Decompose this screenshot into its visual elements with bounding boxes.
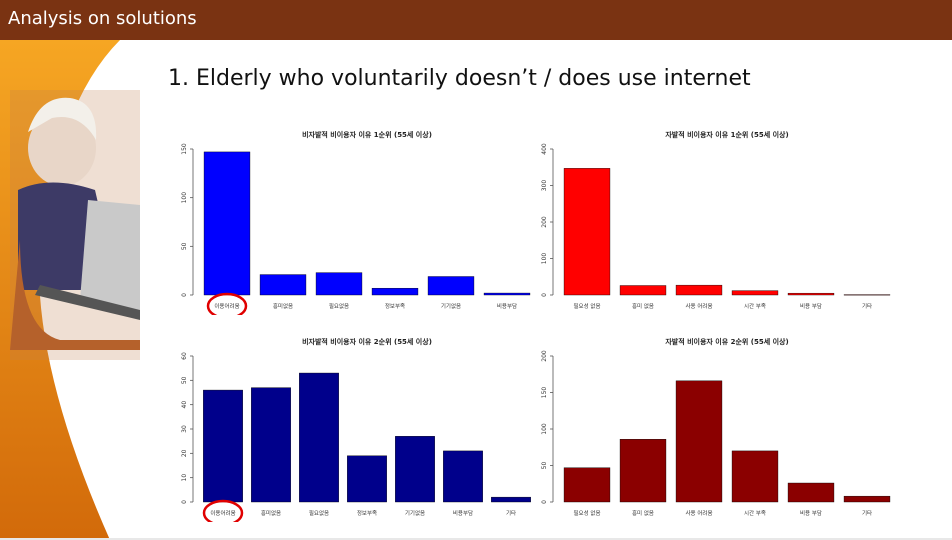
bar-5 [787, 292, 835, 296]
chart-voluntary-reason-2: 자발적 비이용자 이유 2순위 (55세 이상) 0 50 100 150 200 필요성 … [525, 332, 905, 522]
orange-swoosh [0, 40, 120, 540]
chart-voluntary-reason-2-svg: 자발적 비이용자 이유 2순위 (55세 이상) 0 50 100 150 200 필요성 … [541, 337, 891, 517]
bar-4 [347, 455, 387, 503]
x-tick-label: 비용 부담 [800, 509, 822, 517]
laptop-keyboard [35, 285, 140, 320]
x-tick-label: 기타 [506, 509, 516, 517]
bar-5 [395, 436, 435, 503]
chart-title: 자발적 비이용자 이유 2순위 (55세 이상) [665, 337, 788, 346]
y-tick-label: 300 [541, 180, 548, 192]
y-tick-label: 30 [181, 425, 188, 433]
x-tick-label: 필요없음 [329, 302, 349, 310]
bar-4 [731, 290, 779, 296]
head-shape [28, 110, 96, 186]
bar-6 [843, 495, 891, 503]
chart-involuntary-reason-1-svg: 비자발적 비이용자 이유 1순위 (55세 이상) 0 50 100 150 이용어려움 흥… [181, 130, 531, 315]
x-tick-label: 시간 부족 [744, 302, 766, 310]
bar-1 [203, 389, 243, 503]
bar-2 [251, 387, 291, 503]
y-tick-label: 100 [541, 253, 548, 265]
bar-1 [563, 467, 611, 503]
x-tick-label: 흥미 없음 [632, 509, 654, 517]
y-tick-label: 0 [541, 500, 548, 504]
bar-5 [787, 482, 835, 503]
x-tick-label: 사용 어려움 [685, 302, 712, 310]
chart-title: 자발적 비이용자 이유 1순위 (55세 이상) [665, 130, 788, 139]
title-bar: Analysis on solutions [0, 0, 952, 40]
chart-voluntary-reason-1: 자발적 비이용자 이유 1순위 (55세 이상) 0 100 200 300 400 필요성… [525, 125, 905, 315]
bar-3 [675, 284, 723, 296]
bar-2 [619, 439, 667, 503]
x-tick-label: 시간 부족 [744, 509, 766, 517]
highlight-circle [202, 499, 244, 522]
y-tick-label: 0 [541, 293, 548, 297]
slide-title: Analysis on solutions [8, 8, 197, 29]
y-tick-label: 50 [541, 462, 548, 470]
bar-7 [491, 496, 531, 503]
bar-5 [427, 276, 475, 296]
bar-3 [299, 372, 339, 503]
y-tick-label: 200 [541, 350, 548, 362]
x-tick-label: 필요성 없음 [573, 302, 600, 310]
bar-2 [619, 285, 667, 296]
bar-3 [675, 380, 723, 503]
laptop-screen [80, 200, 140, 310]
x-tick-label: 흥미 없음 [632, 302, 654, 310]
bar-1 [203, 151, 251, 296]
x-tick-label: 기기없음 [405, 509, 425, 517]
x-tick-label: 비용 부담 [800, 302, 822, 310]
bottom-divider [0, 538, 952, 540]
chart-title: 비자발적 비이용자 이유 2순위 (55세 이상) [302, 337, 432, 346]
x-tick-label: 비용부담 [497, 302, 517, 310]
slide-heading: 1. Elderly who voluntarily doesn’t / doe… [168, 66, 751, 91]
x-tick-label: 필요성 없음 [573, 509, 600, 517]
y-tick-label: 0 [181, 500, 188, 504]
y-tick-label: 150 [541, 387, 548, 399]
chart-involuntary-reason-1: 비자발적 비이용자 이유 1순위 (55세 이상) 0 50 100 150 이용어려움 흥… [165, 125, 545, 315]
highlight-circle [206, 292, 248, 315]
x-tick-label: 기타 [862, 509, 872, 517]
y-tick-label: 0 [181, 293, 188, 297]
y-tick-label: 10 [181, 474, 188, 482]
hair-shape [28, 97, 97, 140]
y-tick-label: 50 [181, 376, 188, 384]
table-shape [10, 240, 140, 350]
bar-6 [443, 450, 483, 503]
chart-involuntary-reason-2: 비자발적 비이용자 이유 2순위 (55세 이상) 0 10 20 30 40 50 60 이용… [165, 332, 545, 522]
bar-6 [483, 292, 531, 296]
x-tick-label: 이용어려움 [214, 302, 239, 310]
x-tick-label: 사용 어려움 [685, 509, 712, 517]
chart-involuntary-reason-2-svg: 비자발적 비이용자 이유 2순위 (55세 이상) 0 10 20 30 40 50 60 이용… [181, 337, 531, 522]
x-tick-label: 필요없음 [309, 509, 329, 517]
y-tick-label: 100 [181, 192, 188, 204]
elderly-photo-decoration [0, 40, 140, 540]
chart-title: 비자발적 비이용자 이유 1순위 (55세 이상) [302, 130, 432, 139]
bar-4 [731, 450, 779, 503]
y-tick-label: 200 [541, 216, 548, 228]
bar-6 [843, 294, 891, 296]
y-tick-label: 400 [541, 143, 548, 155]
y-tick-label: 50 [181, 242, 188, 250]
x-tick-label: 흥미없음 [273, 302, 293, 310]
x-tick-label: 정보부족 [385, 303, 405, 310]
bar-4 [371, 287, 419, 296]
bar-1 [563, 168, 611, 296]
y-tick-label: 40 [181, 401, 188, 409]
x-tick-label: 정보부족 [357, 510, 377, 517]
y-tick-label: 150 [181, 143, 188, 155]
x-tick-label: 이용어려움 [210, 509, 235, 517]
y-tick-label: 60 [181, 352, 188, 360]
x-tick-label: 흥미없음 [261, 509, 281, 517]
y-tick-label: 100 [541, 423, 548, 435]
bar-2 [259, 274, 307, 296]
x-tick-label: 비용부담 [453, 509, 473, 517]
bar-3 [315, 272, 363, 296]
x-tick-label: 기타 [862, 302, 872, 310]
chart-voluntary-reason-1-svg: 자발적 비이용자 이유 1순위 (55세 이상) 0 100 200 300 400 필요성… [541, 130, 891, 310]
x-tick-label: 기기없음 [441, 302, 461, 310]
y-tick-label: 20 [181, 449, 188, 457]
